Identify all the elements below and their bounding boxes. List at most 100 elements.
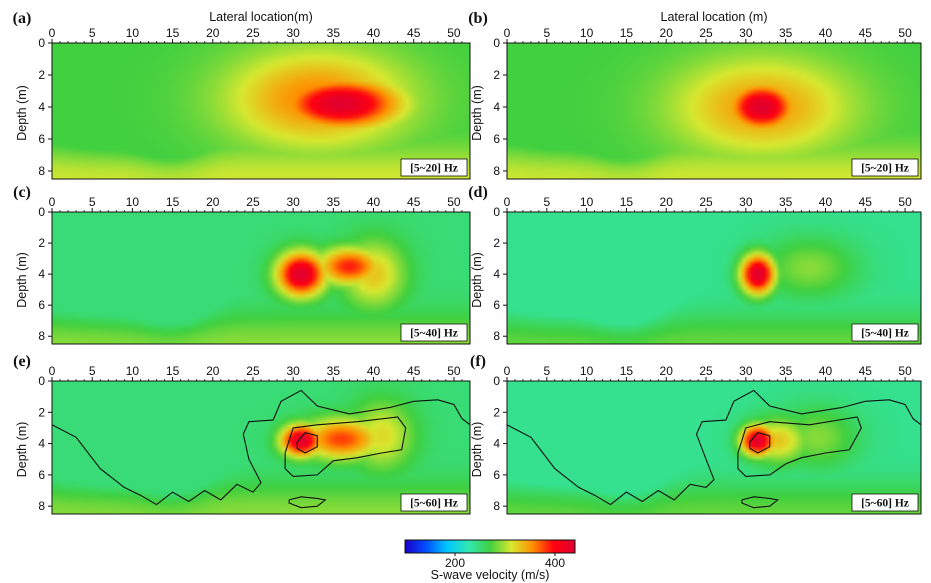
y-tick-label: 6	[38, 132, 45, 146]
contour-line	[741, 496, 779, 509]
band-label-box	[400, 323, 468, 342]
x-tick-label: 45	[859, 26, 873, 40]
y-tick-label: 2	[493, 68, 500, 82]
x-axis-title-left: Lateral location(m)	[209, 10, 313, 24]
x-tick-label: 15	[166, 26, 180, 40]
y-axis-title: Depth (m)	[470, 85, 484, 141]
y-tick-label: 6	[38, 298, 45, 312]
x-tick-label: 35	[779, 26, 793, 40]
x-tick-label: 10	[580, 364, 594, 378]
y-tick-label: 4	[493, 437, 500, 451]
x-tick-label: 45	[407, 26, 421, 40]
x-tick-label: 20	[206, 195, 220, 209]
x-tick-label: 20	[660, 195, 674, 209]
y-tick-label: 8	[493, 499, 500, 513]
x-tick-label: 5	[543, 195, 550, 209]
x-tick-label: 50	[898, 26, 912, 40]
x-tick-label: 20	[206, 26, 220, 40]
y-tick-label: 8	[493, 329, 500, 343]
x-tick-label: 40	[367, 364, 381, 378]
y-tick-label: 4	[38, 437, 45, 451]
panel-letter: (e)	[13, 353, 31, 370]
y-tick-label: 8	[38, 499, 45, 513]
y-axis-title: Depth (m)	[470, 422, 484, 478]
contour-line	[288, 496, 327, 509]
x-tick-label: 35	[327, 364, 341, 378]
x-tick-label: 35	[327, 195, 341, 209]
x-tick-label: 40	[367, 26, 381, 40]
x-tick-label: 5	[89, 364, 96, 378]
y-tick-label: 2	[493, 405, 500, 419]
x-tick-label: 35	[327, 26, 341, 40]
x-tick-label: 40	[367, 195, 381, 209]
y-tick-label: 0	[38, 374, 45, 388]
y-tick-label: 0	[493, 205, 500, 219]
panel-d: 0 5 10 15 20 25 30 35 40 45 50 0 2 4 6 8 Depth (m) (d) [5~…	[468, 184, 922, 345]
x-tick-label: 5	[89, 195, 96, 209]
x-tick-label: 15	[620, 26, 634, 40]
band-label: [5~60] Hz	[410, 498, 458, 510]
velocity-image	[52, 212, 470, 344]
band-label-box	[400, 493, 468, 512]
y-tick-label: 2	[493, 236, 500, 250]
y-tick-label: 4	[493, 267, 500, 281]
colorbar-gradient	[404, 539, 576, 554]
x-tick-label: 15	[166, 364, 180, 378]
contour-line	[284, 416, 407, 477]
band-label-box	[851, 323, 919, 342]
y-tick-label: 6	[38, 468, 45, 482]
x-tick-label: 40	[819, 364, 833, 378]
x-tick-label: 45	[859, 364, 873, 378]
panel-letter: (c)	[13, 184, 31, 201]
panel-f: 0 5 10 15 20 25 30 35 40 45 50 0 2 4 6 8 Depth (m) (f) [5~…	[470, 353, 922, 515]
x-tick-label: 15	[620, 364, 634, 378]
y-axis-title: Depth (m)	[15, 85, 29, 141]
x-tick-label: 25	[699, 364, 713, 378]
x-tick-label: 0	[504, 195, 511, 209]
x-tick-label: 10	[126, 195, 140, 209]
x-tick-label: 35	[779, 364, 793, 378]
contour-line	[52, 389, 470, 506]
y-axis-title: Depth (m)	[15, 422, 29, 478]
x-tick-label: 10	[580, 26, 594, 40]
band-label: [5~60] Hz	[861, 498, 909, 510]
panel-letter: (d)	[468, 184, 488, 201]
x-tick-label: 10	[126, 26, 140, 40]
y-tick-label: 4	[493, 100, 500, 114]
x-tick-label: 0	[49, 26, 56, 40]
y-tick-label: 8	[493, 164, 500, 178]
velocity-image	[52, 381, 470, 514]
x-tick-label: 50	[898, 195, 912, 209]
y-tick-label: 8	[38, 164, 45, 178]
x-tick-label: 45	[407, 195, 421, 209]
band-label: [5~20] Hz	[410, 163, 458, 175]
panel-a: 0 5 10 15 20 25 30 35 40 45 50 0 2 4 6 8 Depth (m) (a) [5~…	[13, 10, 471, 180]
colorbar-tick-label: 200	[445, 556, 465, 570]
velocity-image	[52, 43, 470, 179]
y-tick-label: 2	[38, 236, 45, 250]
y-tick-label: 4	[38, 100, 45, 114]
x-tick-label: 50	[447, 195, 461, 209]
x-tick-label: 25	[246, 364, 260, 378]
y-tick-label: 6	[493, 468, 500, 482]
x-tick-label: 25	[699, 195, 713, 209]
x-tick-label: 0	[49, 195, 56, 209]
x-tick-label: 40	[819, 195, 833, 209]
panel-b: 0 5 10 15 20 25 30 35 40 45 50 0 2 4 6 8 Depth (m) (b) [5~…	[468, 10, 922, 180]
y-tick-label: 0	[493, 374, 500, 388]
x-tick-label: 30	[739, 364, 753, 378]
y-tick-label: 6	[493, 298, 500, 312]
panel-letter: (f)	[470, 353, 486, 370]
y-tick-label: 0	[38, 205, 45, 219]
x-tick-label: 0	[504, 26, 511, 40]
y-tick-label: 2	[38, 68, 45, 82]
y-axis-title: Depth (m)	[15, 252, 29, 308]
band-label: [5~20] Hz	[861, 163, 909, 175]
contour-line	[296, 431, 318, 454]
colorbar-title: S-wave velocity (m/s)	[431, 568, 550, 582]
y-tick-label: 6	[493, 132, 500, 146]
contour-line	[507, 389, 921, 506]
x-tick-label: 0	[49, 364, 56, 378]
velocity-image	[507, 212, 921, 344]
x-tick-label: 25	[699, 26, 713, 40]
